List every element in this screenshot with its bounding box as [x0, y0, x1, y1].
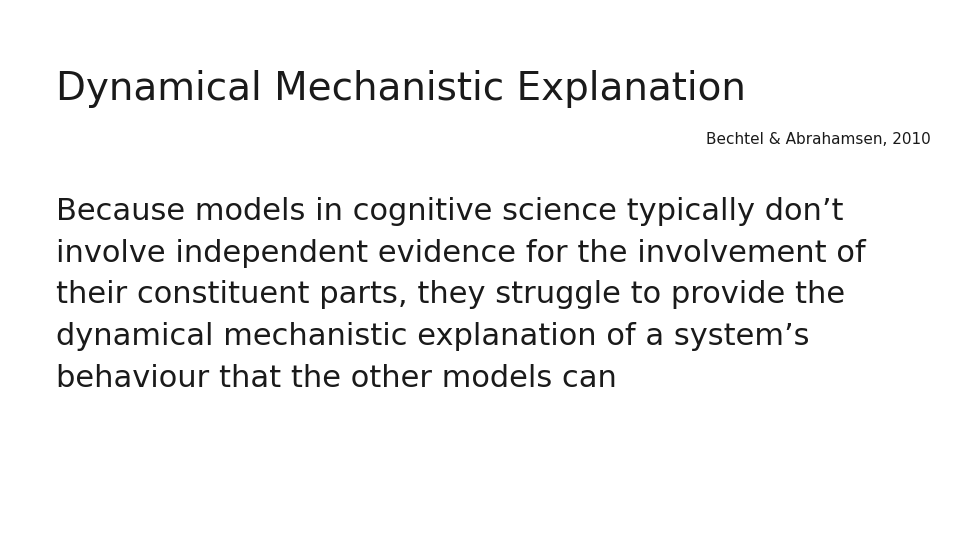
Text: Because models in cognitive science typically don’t
involve independent evidence: Because models in cognitive science typi…: [56, 197, 865, 393]
Text: Bechtel & Abrahamsen, 2010: Bechtel & Abrahamsen, 2010: [706, 132, 930, 147]
Text: Dynamical Mechanistic Explanation: Dynamical Mechanistic Explanation: [56, 70, 746, 108]
